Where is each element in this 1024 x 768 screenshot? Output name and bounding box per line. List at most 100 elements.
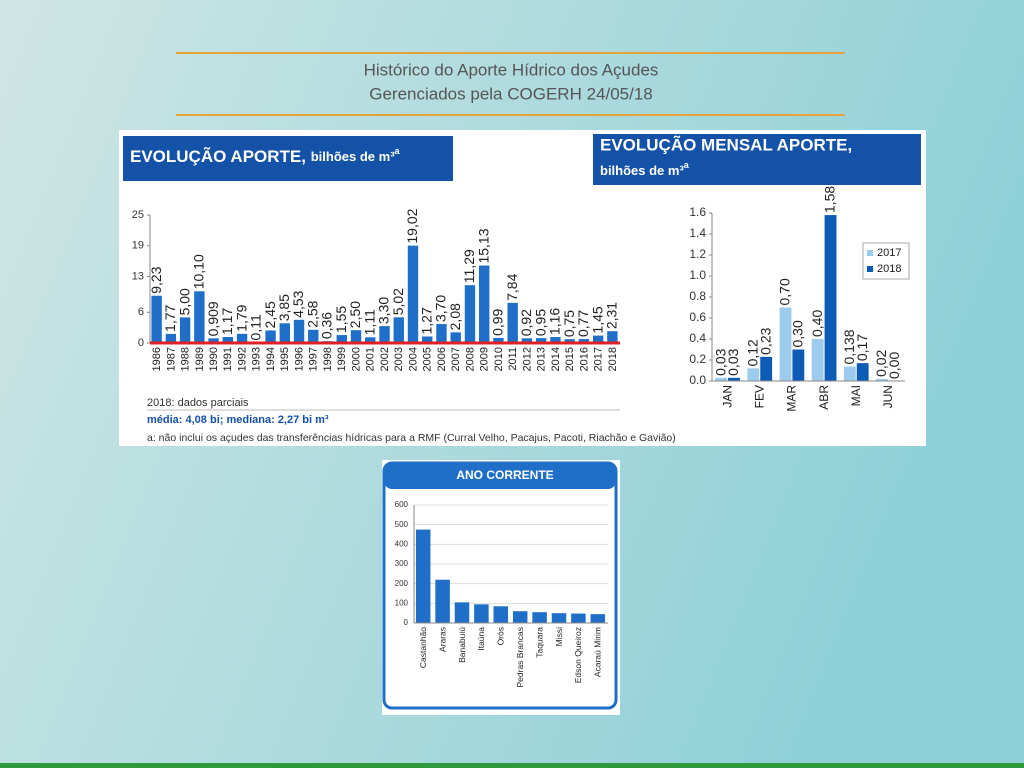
value-label: 0,17	[854, 334, 870, 361]
value-label: 3,70	[433, 295, 449, 322]
x-tick-label: 1988	[180, 347, 192, 371]
value-label: 0,95	[532, 309, 548, 336]
y-tick-label: 1.6	[689, 205, 706, 219]
bar	[308, 329, 319, 343]
value-label: 2,08	[447, 303, 463, 330]
value-label: 0,12	[745, 339, 761, 366]
x-tick-label: 1998	[322, 347, 334, 371]
x-tick-label: 2001	[365, 347, 377, 371]
chart-title: EVOLUÇÃO APORTE, bilhões de m³a	[130, 146, 401, 166]
bar	[194, 291, 205, 343]
value-label: 1,55	[333, 306, 349, 333]
value-label: 1,77	[162, 304, 178, 331]
bar	[590, 614, 606, 623]
bar	[512, 611, 528, 623]
value-label: 0,909	[205, 301, 221, 336]
y-tick-label: 0	[404, 618, 409, 627]
y-tick-label: 500	[395, 520, 409, 529]
chart-title: EVOLUÇÃO MENSAL APORTE,	[600, 134, 852, 154]
value-label: 0,99	[490, 308, 506, 335]
bar	[265, 330, 276, 343]
value-label: 0,92	[518, 309, 534, 336]
value-label: 0,02	[873, 349, 889, 376]
x-tick-label: Orós	[496, 627, 506, 645]
y-tick-label: 400	[395, 539, 409, 548]
bar	[422, 336, 433, 343]
x-tick-label: 1996	[293, 347, 305, 371]
x-tick-label: 1994	[265, 347, 277, 371]
y-tick-label: 1.2	[689, 247, 706, 261]
bar	[350, 330, 362, 343]
x-tick-label: 1997	[308, 347, 320, 371]
bar	[747, 368, 760, 381]
bar	[151, 295, 162, 343]
note: média: 4,08 bi; mediana: 2,27 bi m³	[147, 414, 329, 426]
bar	[550, 337, 561, 343]
chart-header	[384, 463, 616, 489]
bar	[715, 377, 728, 381]
footer-strip	[0, 763, 1024, 768]
chart-title: ANO CORRENTE	[456, 468, 553, 482]
bar	[236, 333, 248, 343]
x-tick-label: MAR	[785, 385, 799, 412]
bar	[208, 338, 219, 343]
bar	[222, 337, 234, 343]
chart-header	[593, 134, 921, 185]
y-tick-label: 0.0	[689, 373, 706, 387]
value-label: 7,84	[504, 273, 520, 300]
bar	[532, 612, 547, 623]
value-label: 3,85	[276, 294, 292, 321]
value-label: 5,02	[390, 288, 406, 315]
value-label: 0,75	[561, 310, 577, 337]
bar	[474, 604, 489, 623]
value-label: 1,11	[361, 309, 377, 335]
x-tick-label: 2000	[350, 347, 362, 371]
title-unit: bilhões de m³	[311, 149, 395, 164]
x-tick-label: 2017	[593, 347, 605, 371]
value-label: 2,45	[262, 301, 278, 328]
bar	[760, 356, 773, 381]
value-label: 0,70	[777, 278, 793, 305]
value-label: 1,79	[233, 304, 249, 331]
bar	[824, 215, 837, 381]
value-label: 11,29	[461, 249, 477, 283]
slide-title: Gerenciados pela COGERH 24/05/18	[369, 84, 653, 103]
y-tick-label: 0.8	[689, 289, 706, 303]
x-tick-label: 1993	[251, 347, 263, 371]
x-tick-label: 2002	[379, 347, 391, 371]
value-label: 2,50	[347, 301, 363, 328]
note: a: não inclui os açudes das transferênci…	[147, 432, 676, 444]
x-tick-label: JUN	[881, 385, 895, 408]
x-tick-label: 2008	[464, 347, 476, 371]
legend-swatch	[867, 250, 873, 256]
y-tick-label: 0.2	[689, 352, 706, 366]
x-tick-label: Pedras Brancas	[515, 627, 525, 687]
x-tick-label: Banabuiú	[457, 627, 467, 663]
x-tick-label: Castanhão	[418, 627, 428, 668]
title-text: EVOLUÇÃO APORTE,	[130, 146, 306, 166]
bar	[279, 323, 290, 343]
legend-label: 2018	[877, 263, 901, 275]
value-label: 0,03	[725, 348, 741, 375]
legend-swatch	[867, 266, 873, 272]
y-tick-label: 25	[132, 209, 144, 221]
bar	[607, 331, 618, 343]
value-label: 0,138	[841, 329, 857, 364]
x-tick-label: 2010	[493, 347, 505, 371]
x-tick-label: 2018	[607, 347, 619, 371]
bar	[811, 339, 824, 381]
bar	[493, 606, 509, 623]
value-label: 0,36	[319, 312, 335, 339]
y-tick-label: 0.4	[689, 331, 706, 345]
y-tick-label: 600	[395, 500, 409, 509]
x-tick-label: Araras	[437, 627, 447, 652]
y-tick-label: 6	[138, 306, 144, 318]
title-note: a	[395, 146, 401, 156]
value-label: 0,11	[248, 314, 264, 340]
x-tick-label: JAN	[720, 385, 734, 408]
x-tick-label: 1991	[222, 347, 234, 371]
x-tick-label: 2014	[550, 347, 562, 371]
bar	[415, 529, 431, 623]
x-tick-label: 2003	[393, 347, 405, 371]
x-tick-label: MAI	[849, 385, 863, 406]
